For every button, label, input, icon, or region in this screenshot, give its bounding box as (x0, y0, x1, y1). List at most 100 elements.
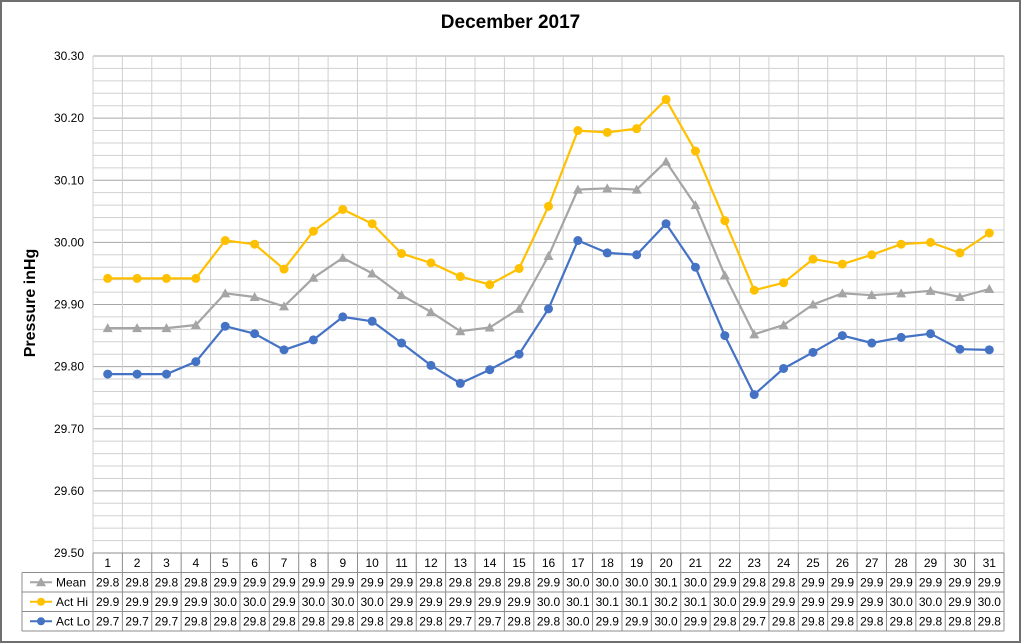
data-table-cell: 30.0 (889, 595, 913, 609)
data-table-cell: 30.0 (596, 575, 620, 589)
data-table-cell: 29.8 (772, 614, 796, 628)
y-tick-label: 29.50 (54, 546, 84, 560)
data-point-mean (925, 285, 936, 295)
data-table-cell: 29.8 (360, 614, 384, 628)
data-table-cell: 29.9 (272, 595, 296, 609)
data-point-act-lo (455, 378, 465, 388)
x-category-label: 17 (571, 556, 585, 570)
y-tick-label: 30.10 (54, 173, 84, 187)
data-point-mean (367, 268, 378, 278)
data-table-cell: 29.7 (449, 614, 473, 628)
data-point-act-hi (573, 126, 583, 136)
data-table-cell: 29.8 (507, 575, 531, 589)
data-point-mean (837, 288, 848, 298)
data-point-mean (455, 326, 466, 336)
data-point-mean (749, 329, 760, 339)
data-table: 1 2 3 4 5 6 7 8 9 10 11 12 13 14 15 16 17 18 19 20 21 22 23 24 2… (21, 552, 1005, 632)
data-table-cell: 29.8 (801, 614, 825, 628)
data-point-act-lo (397, 338, 407, 348)
data-table-cell: 29.8 (155, 575, 179, 589)
data-point-act-lo (514, 349, 524, 359)
data-table-cell: 30.0 (713, 595, 737, 609)
data-point-mean (661, 156, 672, 166)
data-point-mean (690, 200, 701, 210)
data-point-act-lo (632, 250, 642, 260)
data-table-cell: 29.8 (243, 614, 267, 628)
data-table-cell: 29.8 (125, 575, 149, 589)
x-category-label: 21 (689, 556, 703, 570)
data-table-cell: 30.1 (654, 575, 678, 589)
data-table-cell: 29.9 (684, 614, 708, 628)
data-point-mean (602, 183, 613, 193)
x-category-label: 28 (894, 556, 908, 570)
x-category-label: 16 (542, 556, 556, 570)
x-category-label: 20 (659, 556, 673, 570)
data-point-mean (896, 288, 907, 298)
data-point-act-hi (896, 239, 906, 249)
data-point-mean (396, 290, 407, 300)
series-lines (102, 94, 995, 400)
data-point-act-lo (955, 344, 965, 354)
data-table-cell: 30.0 (566, 575, 590, 589)
legend-label: Act Hi (56, 595, 88, 609)
data-point-act-hi (220, 236, 230, 246)
data-point-act-lo (338, 312, 348, 322)
data-point-act-hi (632, 124, 642, 134)
data-table-cell: 29.8 (390, 614, 414, 628)
x-category-label: 25 (806, 556, 820, 570)
y-tick-label: 29.80 (54, 360, 84, 374)
data-table-cell: 29.7 (125, 614, 149, 628)
data-table-cell: 29.8 (331, 614, 355, 628)
data-point-act-lo (161, 369, 171, 379)
data-point-act-hi (544, 201, 553, 211)
data-point-mean (249, 292, 260, 302)
x-category-label: 24 (777, 556, 791, 570)
data-table-cell: 29.8 (713, 614, 737, 628)
data-table-cell: 29.9 (125, 595, 149, 609)
data-table-cell: 29.9 (948, 575, 972, 589)
data-table-cell: 30.0 (214, 595, 238, 609)
data-table-cell: 29.7 (478, 614, 502, 628)
x-category-label: 18 (601, 556, 615, 570)
data-point-mean (484, 322, 495, 332)
data-point-act-lo (308, 335, 318, 345)
data-table-cell: 29.9 (449, 595, 473, 609)
data-table-cell: 29.8 (860, 614, 884, 628)
data-table-cell: 29.9 (801, 595, 825, 609)
data-point-act-hi (514, 263, 524, 273)
data-point-act-hi (426, 258, 436, 268)
data-point-act-hi (308, 226, 318, 236)
data-table-cell: 29.9 (713, 575, 737, 589)
data-table-cell: 29.9 (272, 575, 296, 589)
y-tick-label: 29.90 (54, 298, 84, 312)
y-tick-label: 29.70 (54, 422, 84, 436)
x-category-label: 1 (104, 556, 111, 570)
data-table-cell: 30.0 (919, 595, 943, 609)
data-table-cell: 29.9 (978, 575, 1002, 589)
data-point-mean (308, 272, 319, 282)
data-table-cell: 29.8 (919, 614, 943, 628)
data-point-mean (102, 323, 113, 333)
x-category-label: 2 (134, 556, 141, 570)
x-category-label: 15 (512, 556, 526, 570)
data-point-mean (425, 306, 436, 316)
data-table-cell: 30.2 (654, 595, 678, 609)
data-table-cell: 29.9 (507, 595, 531, 609)
data-table-cell: 29.9 (801, 575, 825, 589)
y-tick-label: 30.00 (54, 235, 84, 249)
data-table-cell: 29.7 (96, 614, 120, 628)
data-point-mean (190, 320, 201, 330)
data-table-cell: 29.9 (919, 575, 943, 589)
data-point-act-hi (103, 273, 113, 283)
data-point-act-hi (397, 249, 407, 259)
data-table-cell: 29.8 (537, 614, 561, 628)
x-category-label: 30 (953, 556, 967, 570)
data-point-mean (719, 270, 730, 280)
x-category-label: 29 (924, 556, 938, 570)
data-point-act-lo (749, 390, 759, 400)
data-point-act-hi (367, 219, 377, 229)
x-category-label: 26 (836, 556, 850, 570)
data-table-cell: 29.9 (419, 595, 443, 609)
x-category-label: 23 (748, 556, 762, 570)
